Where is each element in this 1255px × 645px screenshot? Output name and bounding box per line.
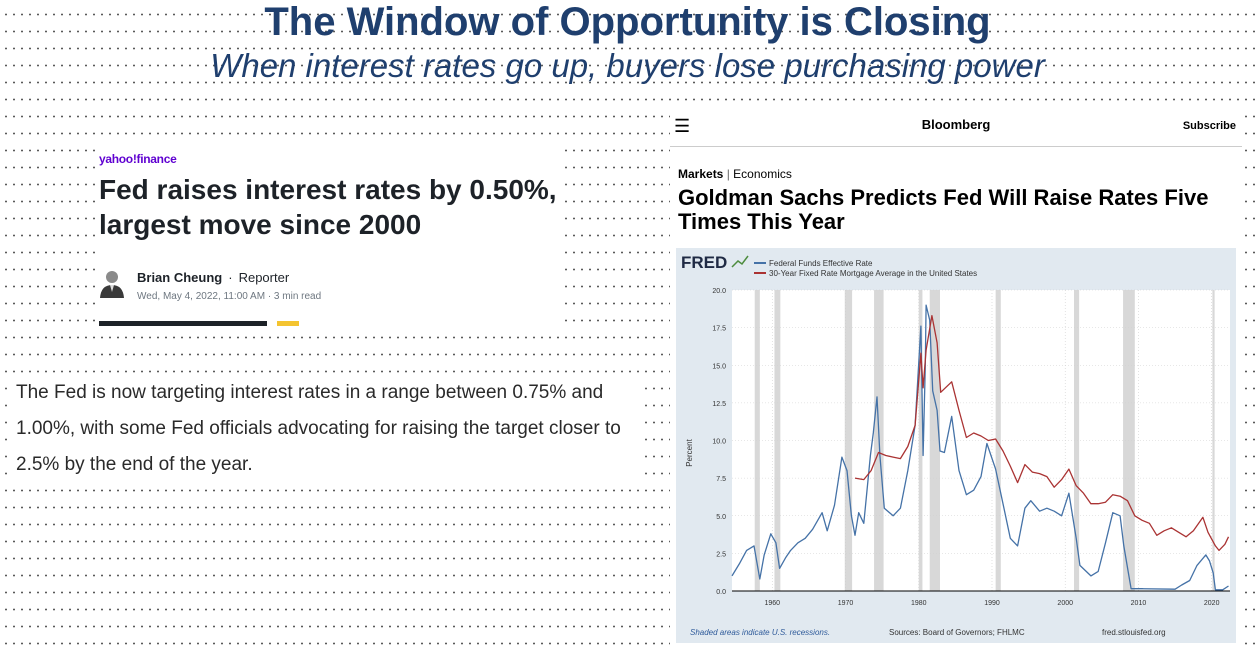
- author-avatar: [100, 271, 124, 298]
- y-tick-label: 5.0: [716, 514, 726, 521]
- section-divider: |: [726, 167, 730, 181]
- fred-chart-icon: [731, 255, 749, 268]
- yahoo-finance-logo[interactable]: yahoo!finance: [99, 152, 177, 166]
- fred-logo[interactable]: FRED: [681, 253, 727, 272]
- y-tick-label: 0.0: [716, 589, 726, 596]
- bloomberg-article-card: ☰ Bloomberg Subscribe Markets | Economic…: [670, 110, 1242, 645]
- yahoo-article-card: yahoo!finance Fed raises interest rates …: [95, 140, 565, 335]
- x-tick-label: 1970: [838, 600, 854, 607]
- author-role: Reporter: [238, 270, 290, 285]
- footer-url[interactable]: fred.stlouisfed.org: [1102, 628, 1166, 637]
- header-divider: [670, 146, 1242, 147]
- legend-mortgage: 30-Year Fixed Rate Mortgage Average in t…: [769, 269, 977, 278]
- x-tick-label: 1990: [984, 600, 1000, 607]
- recession-band: [1074, 290, 1080, 591]
- y-tick-label: 2.5: [716, 551, 726, 558]
- x-tick-label: 1980: [911, 600, 927, 607]
- slide-subtitle: When interest rates go up, buyers lose p…: [210, 47, 1045, 84]
- progress-rule: [99, 321, 267, 326]
- section-breadcrumb: Markets | Economics: [678, 167, 792, 181]
- y-tick-label: 15.0: [712, 363, 726, 370]
- recession-band: [754, 290, 760, 591]
- x-tick-label: 1960: [764, 600, 780, 607]
- recession-band: [995, 290, 1001, 591]
- author-name[interactable]: Brian Cheung: [137, 270, 223, 285]
- x-tick-label: 2020: [1204, 600, 1220, 607]
- y-tick-label: 10.0: [712, 439, 726, 446]
- section-markets[interactable]: Markets: [678, 167, 724, 181]
- quote-text: The Fed is now targeting interest rates …: [12, 375, 640, 483]
- bloomberg-headline[interactable]: Goldman Sachs Predicts Fed Will Raise Ra…: [678, 185, 1209, 234]
- bloomberg-logo[interactable]: Bloomberg: [921, 117, 991, 132]
- hamburger-icon[interactable]: ☰: [674, 116, 691, 136]
- y-tick-label: 17.5: [712, 326, 726, 333]
- series-line-mortgage: [854, 314, 1230, 552]
- yahoo-headline[interactable]: Fed raises interest rates by 0.50%, larg…: [99, 174, 557, 240]
- author-line: Brian Cheung · Reporter: [137, 270, 289, 285]
- recession-band: [918, 290, 923, 591]
- y-axis-label: Percent: [685, 438, 694, 466]
- subscribe-link[interactable]: Subscribe: [1182, 120, 1236, 132]
- footer-sources: Sources: Board of Governors; FHLMC: [889, 628, 1025, 637]
- footer-recessions: Shaded areas indicate U.S. recessions.: [690, 628, 830, 637]
- fred-chart-svg: 0.0 2.5 5.0 7.5 10.0 12.5 15.0 17.5 20.0 1960 1970…: [681, 253, 1230, 637]
- series-line-fed-funds: [731, 304, 1229, 591]
- y-tick-label: 7.5: [716, 476, 726, 483]
- slide-title: The Window of Opportunity is Closing: [264, 0, 991, 44]
- x-tick-label: 2010: [1131, 600, 1147, 607]
- y-tick-label: 20.0: [712, 288, 726, 295]
- legend-fed-funds: Federal Funds Effective Rate: [769, 259, 873, 268]
- slide-header: The Window of Opportunity is Closing Whe…: [0, 0, 1255, 86]
- recession-band: [929, 290, 940, 591]
- fred-chart: 0.0 2.5 5.0 7.5 10.0 12.5 15.0 17.5 20.0 1960 1970…: [676, 248, 1236, 643]
- section-economics[interactable]: Economics: [733, 167, 792, 181]
- progress-rule-accent: [277, 321, 299, 326]
- article-meta: Wed, May 4, 2022, 11:00 AM · 3 min read: [137, 291, 322, 302]
- author-separator: ·: [228, 270, 233, 285]
- recession-band: [844, 290, 853, 591]
- recession-band: [1212, 290, 1215, 591]
- y-tick-label: 12.5: [712, 401, 726, 408]
- x-tick-label: 2000: [1057, 600, 1073, 607]
